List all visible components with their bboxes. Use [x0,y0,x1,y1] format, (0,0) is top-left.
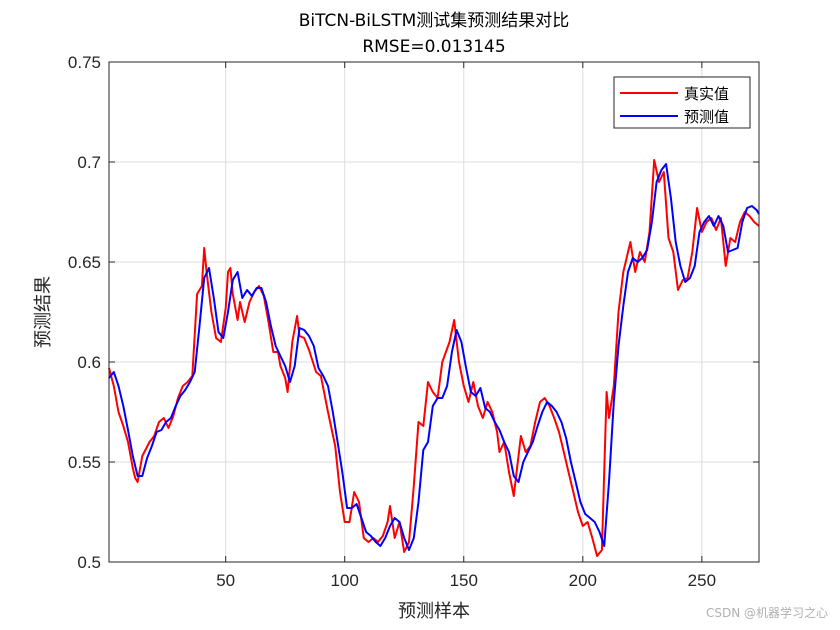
plot-frame [108,61,760,563]
legend-box [613,76,751,129]
chart-subtitle: RMSE=0.013145 [362,37,505,57]
x-tick-label: 200 [569,571,597,590]
x-tick-label: 250 [688,571,716,590]
y-tick-label: 0.75 [68,53,101,72]
series-line-predicted [108,163,760,551]
watermark-text: CSDN @机器学习之心 [706,605,828,620]
legend-label-actual: 真实值 [684,85,729,103]
chart-title: BiTCN-BiLSTM测试集预测结果对比 [299,11,570,31]
y-tick-label: 0.7 [77,153,101,172]
y-axis-label: 预测结果 [33,276,54,348]
y-tick-label: 0.55 [68,453,101,472]
x-tick-label: 100 [331,571,359,590]
plot-area [109,62,759,562]
grid [109,62,759,562]
ticks: 50 100 150 200 250 0.5 0.55 0.6 0.65 0.7 0.75 [68,53,759,590]
x-tick-label: 50 [216,571,235,590]
series-group [108,159,760,557]
y-tick-label: 0.6 [77,353,101,372]
y-tick-label: 0.5 [77,553,101,572]
legend-label-predicted: 预测值 [684,108,729,126]
y-tick-label: 0.65 [68,253,101,272]
legend: 真实值 预测值 [613,76,751,129]
x-axis-label: 预测样本 [398,601,470,622]
x-tick-label: 150 [450,571,478,590]
